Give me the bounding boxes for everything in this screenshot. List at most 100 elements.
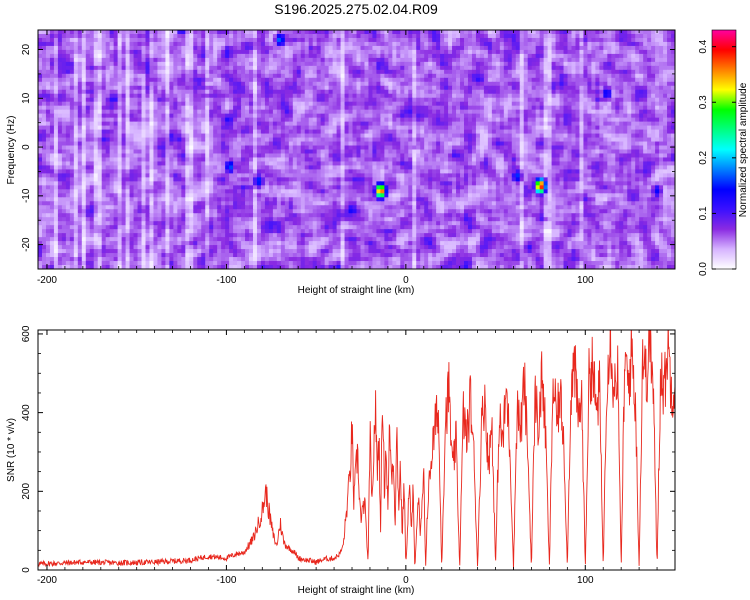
- spectrogram-cell: [571, 113, 577, 119]
- spectrogram-cell: [137, 73, 143, 79]
- spectrogram-cell: [280, 85, 286, 91]
- spectrogram-cell: [344, 97, 350, 103]
- spectrogram-cell: [491, 93, 497, 99]
- spectrogram-cell: [332, 121, 338, 127]
- spectrogram-cell: [340, 117, 346, 123]
- spectrogram-cell: [320, 113, 326, 119]
- spectrogram-cell: [61, 49, 67, 55]
- spectrogram-cell: [249, 117, 254, 123]
- spectrogram-cell: [165, 85, 170, 91]
- spectrogram-cell: [448, 105, 453, 111]
- spectrogram-cell: [408, 117, 413, 123]
- spectrogram-cell: [249, 81, 254, 87]
- spectrogram-cell: [41, 65, 47, 71]
- spectrogram-cell: [312, 129, 318, 135]
- spectrogram-cell: [241, 113, 246, 119]
- spectrogram-cell: [38, 145, 43, 151]
- spectrogram-cell: [197, 73, 202, 79]
- spectrogram-cell: [45, 73, 51, 79]
- spectrogram-cell: [181, 129, 186, 135]
- spectrogram-cell: [312, 37, 318, 43]
- spectrogram-cell: [380, 45, 385, 51]
- spectrogram-cell: [252, 105, 258, 111]
- spectrogram-cell: [197, 33, 202, 39]
- spectrogram-cell: [392, 145, 397, 151]
- spectrogram-cell: [535, 53, 541, 59]
- spectrogram-cell: [340, 30, 346, 35]
- spectrogram-cell: [444, 77, 449, 83]
- spectrogram-cell: [356, 69, 362, 75]
- spectrogram-cell: [280, 61, 286, 67]
- spectrogram-cell: [463, 125, 469, 131]
- spectrogram-cell: [667, 77, 672, 83]
- spectrogram-cell: [543, 37, 549, 43]
- spectrogram-cell: [567, 30, 573, 35]
- spectrogram-cell: [85, 69, 91, 75]
- spectrogram-cell: [452, 37, 457, 43]
- spectrogram-cell: [113, 109, 119, 115]
- spectrogram-cell: [631, 121, 636, 127]
- spectrogram-cell: [595, 85, 600, 91]
- spectrogram-cell: [109, 49, 115, 55]
- spectrogram-cell: [169, 77, 174, 83]
- spectrogram-cell: [507, 33, 513, 39]
- spectrogram-cell: [523, 93, 529, 99]
- spectrogram-cell: [117, 37, 123, 43]
- spectrogram-cell: [479, 141, 485, 147]
- spectrogram-cell: [284, 121, 290, 127]
- spectrogram-cell: [547, 137, 553, 143]
- spectrogram-cell: [264, 77, 270, 83]
- spectrogram-cell: [288, 65, 294, 71]
- spectrogram-cell: [531, 117, 537, 123]
- spectrogram-cell: [61, 97, 67, 103]
- spectrogram-cell: [523, 41, 529, 47]
- spectrogram-cell: [161, 129, 166, 135]
- spectrogram-cell: [615, 89, 620, 95]
- spectrogram-cell: [408, 30, 413, 35]
- spectrogram-cell: [41, 153, 47, 159]
- spectrogram-cell: [249, 145, 254, 151]
- spectrogram-cell: [643, 53, 648, 59]
- spectrogram-cell: [440, 61, 445, 67]
- spectrogram-cell: [284, 145, 290, 151]
- spectrogram-cell: [85, 73, 91, 79]
- spectrogram-cell: [280, 125, 286, 131]
- spectrogram-cell: [101, 153, 107, 159]
- spectrogram-cell: [623, 69, 628, 75]
- spectrogram-cell: [308, 97, 314, 103]
- spectrogram-cell: [324, 149, 330, 155]
- spectrogram-cell: [635, 149, 640, 155]
- spectrogram-cell: [420, 30, 425, 35]
- spectrogram-cell: [412, 109, 417, 115]
- spectrogram-cell: [388, 61, 393, 67]
- spectrogram-cell: [388, 137, 393, 143]
- spectrogram-cell: [420, 49, 425, 55]
- spectrogram-cell: [615, 69, 620, 75]
- spectrogram-cell: [69, 41, 75, 47]
- spectrogram-cell: [667, 117, 672, 123]
- spectrogram-cell: [571, 41, 577, 47]
- spectrogram-cell: [635, 109, 640, 115]
- spectrogram-cell: [237, 149, 242, 155]
- spectrogram-cell: [125, 113, 131, 119]
- spectrogram-cell: [384, 77, 389, 83]
- spectrogram-cell: [364, 149, 370, 155]
- spectrogram-cell: [456, 89, 461, 95]
- spectrogram-cell: [181, 121, 186, 127]
- spectrogram-cell: [137, 53, 143, 59]
- spectrogram-cell: [53, 89, 59, 95]
- spectrogram-cell: [519, 85, 525, 91]
- spectrogram-cell: [503, 133, 509, 139]
- spectrogram-cell: [193, 141, 198, 147]
- spectrogram-cell: [559, 33, 565, 39]
- spectrogram-cell: [360, 65, 366, 71]
- spectrogram-cell: [81, 61, 87, 67]
- spectrogram-cell: [607, 81, 612, 87]
- spectrogram-cell: [336, 73, 342, 79]
- spectrogram-cell: [197, 61, 202, 67]
- spectrogram-cell: [631, 45, 636, 51]
- spectrogram-cell: [332, 69, 338, 75]
- spectrogram-cell: [157, 145, 163, 151]
- spectrogram-cell: [209, 41, 214, 47]
- spectrogram-cell: [595, 53, 600, 59]
